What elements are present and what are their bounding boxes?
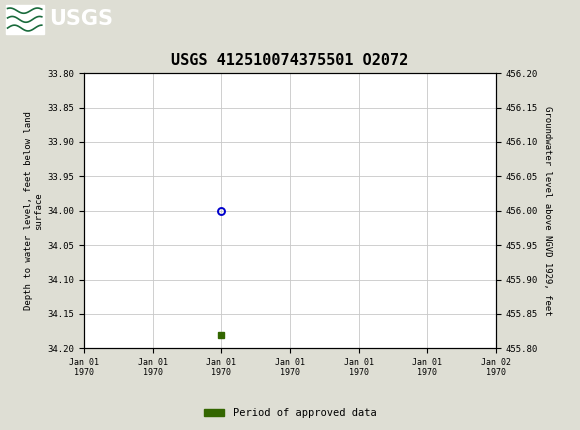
Legend: Period of approved data: Period of approved data xyxy=(200,404,380,423)
Y-axis label: Groundwater level above NGVD 1929, feet: Groundwater level above NGVD 1929, feet xyxy=(543,106,552,316)
Y-axis label: Depth to water level, feet below land
surface: Depth to water level, feet below land su… xyxy=(24,111,44,310)
Text: USGS: USGS xyxy=(49,9,113,29)
Bar xyxy=(6,5,44,34)
Title: USGS 412510074375501 O2072: USGS 412510074375501 O2072 xyxy=(171,53,409,68)
